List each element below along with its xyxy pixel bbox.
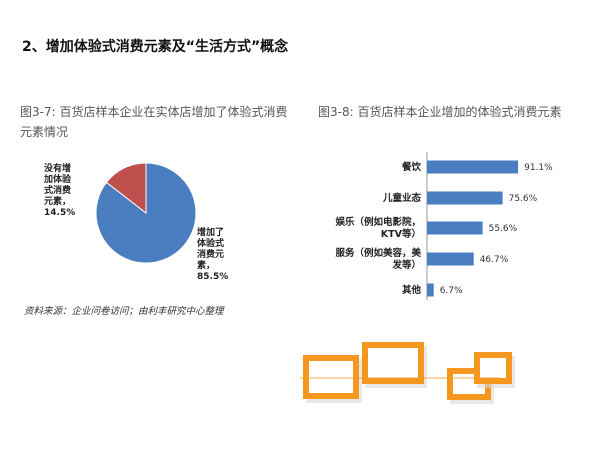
bar-category-label: 其他 <box>402 284 422 296</box>
bar-category-label: 儿童业态 <box>382 192 422 204</box>
frame-inner <box>368 348 418 378</box>
pie-slice-label: 没有增加体验式消费元素， 14.5% <box>43 162 75 218</box>
bar-value-label: 46.7% <box>480 255 509 265</box>
bar <box>427 252 474 266</box>
pie-chart-title: 图3-7: 百货店样本企业在实体店增加了体验式消费元素情况 <box>20 105 288 139</box>
bar <box>427 191 503 205</box>
bar-category-label: 服务（例如美容，美发等） <box>335 247 421 271</box>
source-note: 资料来源：企业问卷访问；由利丰研究中心整理 <box>24 306 224 317</box>
bar-value-label: 75.6% <box>509 194 538 204</box>
pie-slice-label: 增加了体验式消费元素， 85.5% <box>197 226 228 282</box>
bar-value-label: 55.6% <box>489 224 518 234</box>
bar-chart: 91.1% 餐饮 75.6% 儿童业态 55.6% 娱乐（例如电影院， KTV等） 46.7%… <box>335 152 553 300</box>
bar-value-label: 6.7% <box>440 286 463 296</box>
pie-chart: 增加了体验式消费元素， 85.5% 没有增加体验式消费元素， 14.5% <box>43 162 228 282</box>
frame-inner <box>480 358 506 378</box>
section-heading: 2、增加体验式消费元素及“生活方式”概念 <box>22 39 289 55</box>
bar-category-label: 餐饮 <box>401 161 422 173</box>
bar <box>427 160 519 174</box>
bar <box>427 283 434 297</box>
bar <box>427 221 483 235</box>
bar-category-label: 娱乐（例如电影院， KTV等） <box>335 216 421 240</box>
bar-chart-title: 图3-8: 百货店样本企业增加的体验式消费元素 <box>318 105 562 119</box>
bar-value-label: 91.1% <box>524 163 553 173</box>
pie-slice <box>105 162 147 215</box>
frame-inner <box>309 361 353 393</box>
